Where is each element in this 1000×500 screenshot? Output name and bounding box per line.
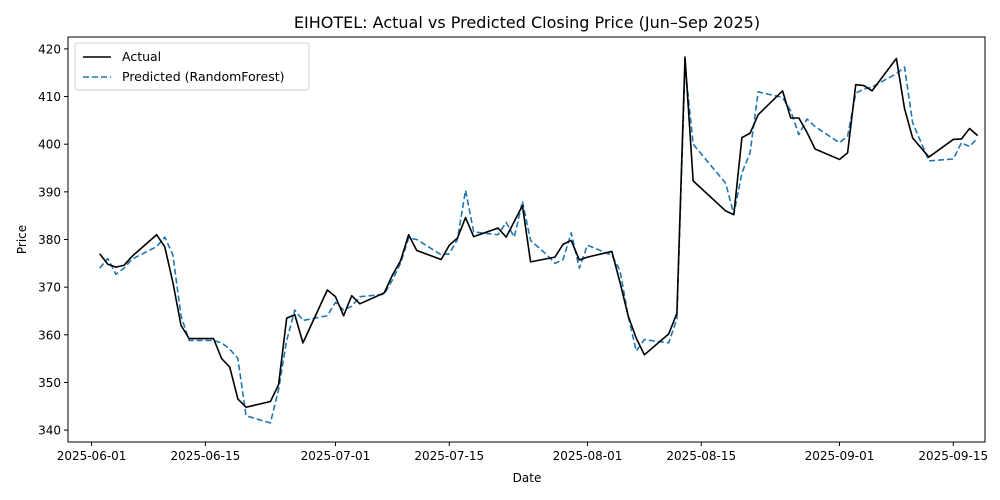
legend-label-actual: Actual bbox=[122, 49, 161, 64]
x-tick-label: 2025-06-15 bbox=[171, 449, 241, 463]
x-tick-label: 2025-09-01 bbox=[805, 449, 875, 463]
y-tick-label: 370 bbox=[38, 281, 61, 295]
y-tick-label: 420 bbox=[38, 42, 61, 56]
x-tick-label: 2025-07-01 bbox=[301, 449, 371, 463]
y-tick-label: 360 bbox=[38, 328, 61, 342]
x-tick-label: 2025-06-01 bbox=[57, 449, 127, 463]
x-tick-label: 2025-08-15 bbox=[666, 449, 736, 463]
x-tick-label: 2025-08-01 bbox=[553, 449, 623, 463]
chart-title: EIHOTEL: Actual vs Predicted Closing Pri… bbox=[294, 13, 760, 32]
y-tick-label: 350 bbox=[38, 376, 61, 390]
y-tick-label: 380 bbox=[38, 233, 61, 247]
x-tick-label: 2025-09-15 bbox=[918, 449, 988, 463]
y-tick-label: 340 bbox=[38, 424, 61, 438]
legend-label-predicted: Predicted (RandomForest) bbox=[122, 69, 285, 84]
legend-frame bbox=[74, 42, 310, 91]
y-tick-label: 400 bbox=[38, 138, 61, 152]
series-line-actual bbox=[99, 56, 979, 409]
legend: Actual Predicted (RandomForest) bbox=[74, 42, 310, 91]
x-tick-label: 2025-07-15 bbox=[414, 449, 484, 463]
y-axis-label: Price bbox=[15, 225, 29, 254]
x-axis-label: Date bbox=[513, 471, 542, 485]
y-tick-label: 410 bbox=[38, 90, 61, 104]
y-tick-label: 390 bbox=[38, 185, 61, 199]
series-line-predicted bbox=[99, 64, 979, 424]
